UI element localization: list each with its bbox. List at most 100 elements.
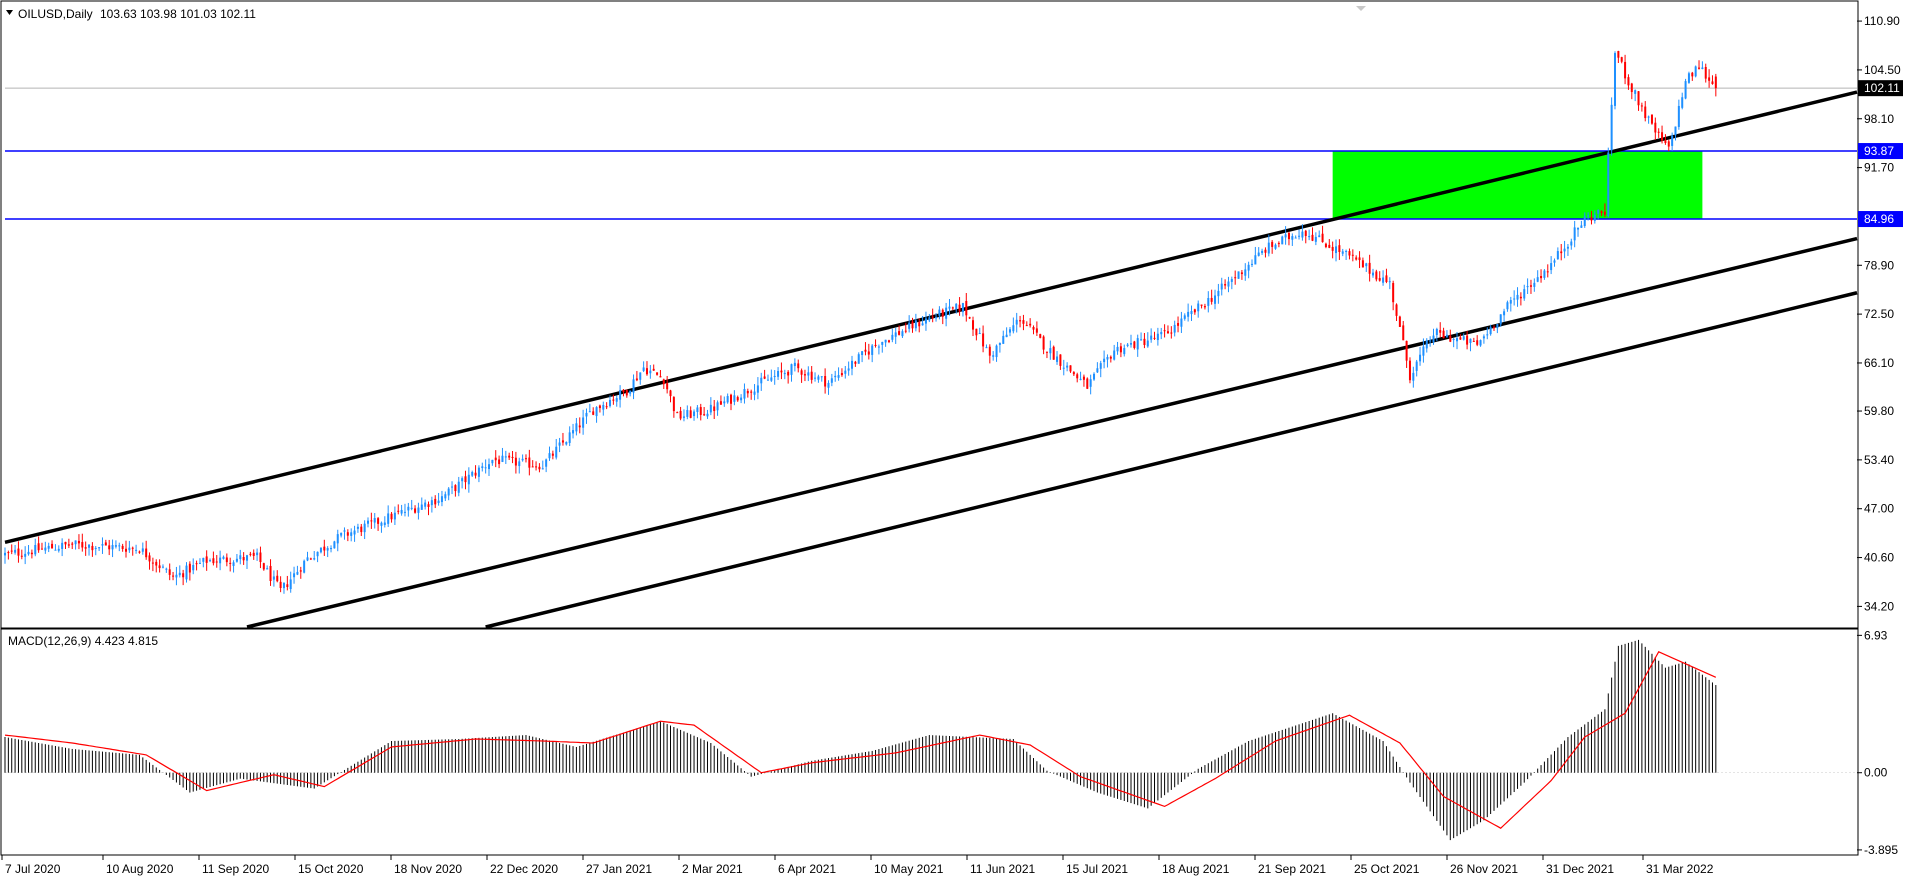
candle-body: [1489, 327, 1492, 335]
candle-body: [1133, 341, 1136, 348]
candle-body: [1543, 270, 1546, 278]
date-tick-label: 31 Dec 2021: [1546, 862, 1614, 876]
candle-body: [1022, 320, 1025, 324]
channel-trendline-2[interactable]: [485, 291, 1858, 629]
candle-body: [605, 406, 608, 408]
channel-trendline-1[interactable]: [246, 236, 1858, 629]
candle-body: [336, 534, 339, 544]
candle-body: [1617, 51, 1620, 58]
candle-body: [874, 344, 877, 346]
candle-body: [403, 511, 406, 513]
candle-body: [356, 526, 359, 529]
candle-body: [904, 330, 907, 332]
candle-body: [565, 442, 568, 445]
triangle-down-icon[interactable]: [6, 10, 13, 15]
candle-body: [898, 331, 901, 335]
candle-body: [306, 557, 309, 561]
candle-body: [931, 316, 934, 318]
date-tick-label: 7 Jul 2020: [5, 862, 61, 876]
macd-tick-label: 0.00: [1864, 766, 1888, 780]
candle-body: [279, 581, 282, 588]
candle-body: [1190, 310, 1193, 315]
candle-body: [168, 569, 171, 575]
candle-body: [847, 368, 850, 371]
candle-body: [1667, 141, 1670, 147]
candle-body: [679, 410, 682, 419]
candle-body: [945, 307, 948, 319]
candle-body: [1519, 296, 1522, 299]
candle-body: [528, 457, 531, 468]
candle-body: [182, 573, 185, 578]
candle-body: [807, 372, 810, 376]
candle-body: [760, 377, 763, 384]
candle-body: [249, 553, 252, 555]
candle-body: [642, 367, 645, 371]
candle-body: [662, 379, 665, 385]
candle-body: [91, 545, 94, 551]
candle-body: [938, 309, 941, 316]
date-tick-label: 27 Jan 2021: [586, 862, 652, 876]
candle-body: [1240, 272, 1243, 275]
macd-tick-label: -3.895: [1864, 843, 1898, 857]
candle-body: [1429, 340, 1432, 342]
candle-body: [380, 522, 383, 526]
candle-body: [387, 513, 390, 524]
candle-body: [54, 549, 57, 551]
candle-body: [891, 334, 894, 340]
candle-body: [1089, 379, 1092, 387]
candle-body: [1375, 271, 1378, 280]
candle-body: [1371, 272, 1375, 276]
candle-body: [1640, 105, 1643, 107]
candle-body: [141, 548, 144, 552]
candle-body: [1150, 335, 1153, 340]
date-tick-label: 2 Mar 2021: [682, 862, 743, 876]
candle-body: [894, 332, 897, 337]
candle-body: [972, 320, 975, 330]
candle-body: [434, 498, 437, 505]
candle-body: [427, 504, 430, 507]
candle-body: [1294, 237, 1297, 239]
candle-body: [1398, 316, 1401, 327]
candle-body: [477, 467, 480, 477]
candle-body: [753, 391, 756, 395]
candle-body: [212, 558, 215, 564]
candle-body: [259, 552, 262, 563]
level-badge-1: [1858, 211, 1903, 228]
candle-body: [1345, 250, 1348, 252]
candle-body: [1298, 235, 1301, 237]
candle-body: [64, 541, 67, 545]
candle-body: [598, 405, 601, 409]
trendline-layer[interactable]: [4, 90, 1858, 629]
candle-body: [1419, 354, 1422, 362]
candle-body: [1392, 283, 1395, 303]
candle-body: [1415, 361, 1418, 371]
candle-body: [40, 548, 43, 550]
candle-body: [924, 318, 927, 324]
candle-body: [975, 328, 978, 336]
candle-body: [1630, 83, 1633, 93]
price-tick-label: 34.20: [1864, 599, 1894, 613]
candle-body: [1086, 378, 1089, 389]
candle-body: [612, 399, 615, 401]
candle-body: [303, 560, 306, 573]
candle-body: [1533, 282, 1536, 287]
candle-body: [1348, 251, 1351, 256]
candle-body: [1341, 251, 1344, 254]
candle-body: [245, 555, 249, 561]
candle-body: [1072, 372, 1075, 375]
candle-body: [360, 526, 363, 533]
candle-body: [451, 486, 454, 488]
candle-body: [1119, 346, 1122, 353]
candle-body: [1509, 300, 1512, 304]
candle-body: [864, 349, 867, 352]
candle-body: [276, 575, 279, 582]
candle-body: [884, 339, 887, 343]
channel-trendline-0[interactable]: [4, 90, 1858, 544]
shift-marker-icon[interactable]: [1356, 6, 1366, 11]
candle-body: [652, 368, 655, 371]
candle-body: [370, 520, 373, 522]
candle-body: [1382, 277, 1385, 283]
candle-body: [588, 411, 591, 413]
